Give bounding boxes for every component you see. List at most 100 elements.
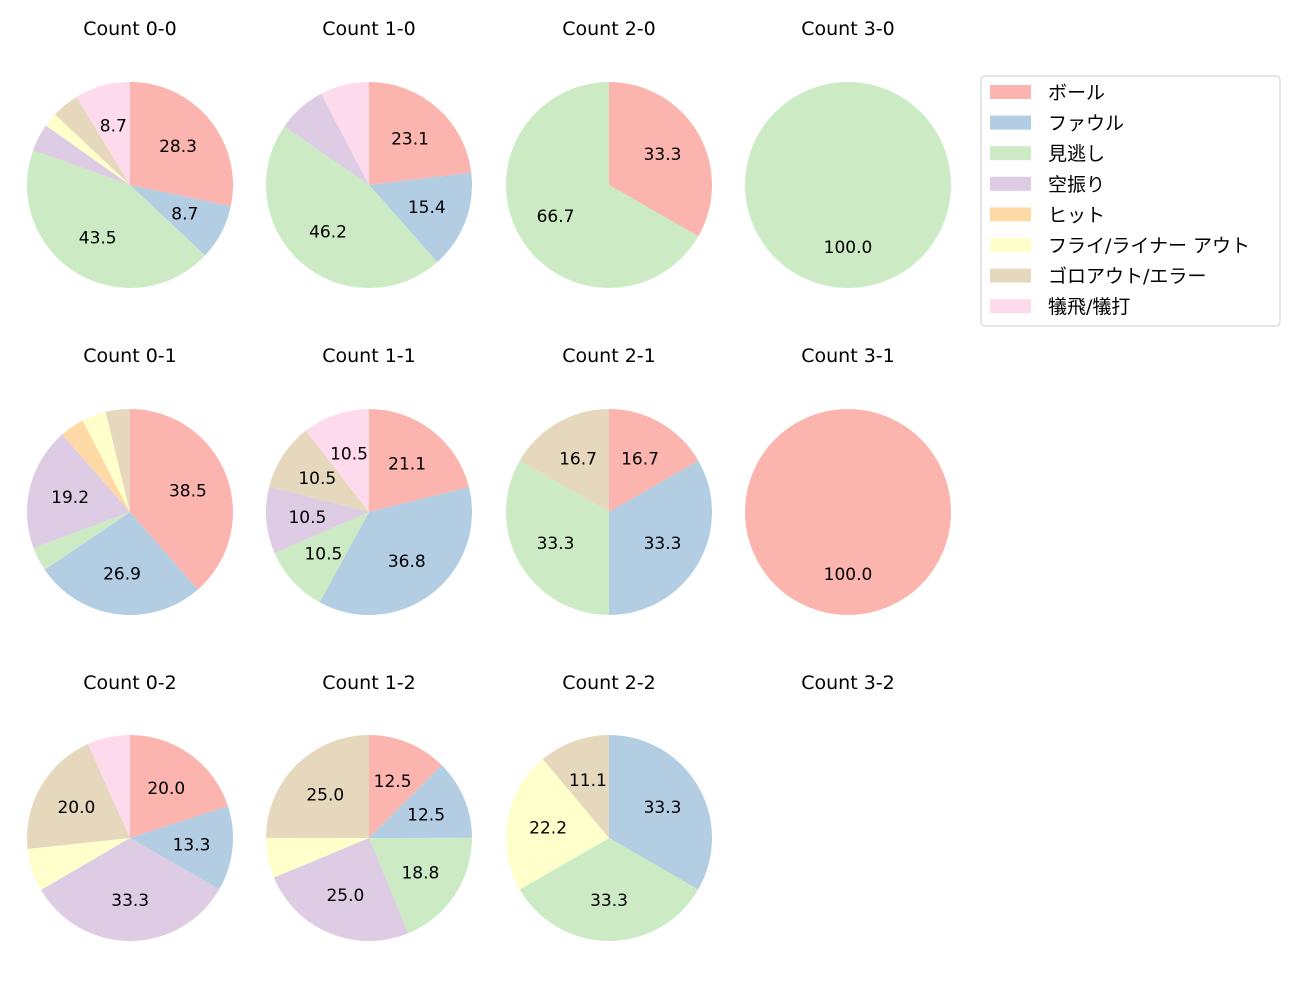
legend-swatch (990, 238, 1031, 252)
pie-slice (369, 82, 472, 185)
pie-slice-label: 25.0 (326, 886, 364, 906)
pie-slice (745, 409, 951, 615)
pie-slice-label: 38.5 (169, 481, 207, 501)
pie-slice (284, 93, 369, 185)
pie-slice (45, 114, 130, 185)
pie-slice-label: 33.3 (537, 534, 575, 554)
pie-count-1-2: Count 1-2 12.5 12.5 18.8 25.0 25.0 (265, 672, 473, 942)
pie-slice (269, 430, 369, 512)
pie-slice (273, 838, 409, 942)
legend-label: 見逃し (1048, 143, 1105, 165)
pie-slice-label: 18.8 (401, 863, 439, 883)
legend-swatch (990, 115, 1031, 130)
pie-slice (265, 126, 438, 289)
pie-count-1-0: Count 1-0 23.1 15.4 46.2 (265, 18, 473, 289)
pie-slice-label: 33.3 (644, 798, 682, 818)
legend-swatch (990, 146, 1031, 161)
pie-title: Count 3-2 (801, 672, 895, 694)
pie-slice (369, 409, 469, 512)
pie-slice (76, 82, 130, 185)
pie-count-1-1: Count 1-1 21.1 36.8 10.5 10.5 10.5 10.5 (265, 345, 473, 616)
pie-count-2-0: Count 2-0 33.3 66.7 (506, 18, 712, 288)
pie-slice-label: 10.5 (330, 445, 368, 465)
pie-slice-label: 11.1 (569, 771, 607, 791)
pie-slice-label: 33.3 (644, 145, 682, 165)
pie-title: Count 1-2 (322, 672, 416, 694)
pie-slice-label: 36.8 (388, 552, 426, 572)
legend-label: 犠飛/犠打 (1048, 296, 1130, 318)
pie-slice-label: 33.3 (644, 534, 682, 554)
pie-count-2-2: Count 2-2 33.3 33.3 22.2 11.1 (506, 672, 712, 941)
legend-label: ヒット (1048, 204, 1105, 226)
pie-slice-label: 33.3 (111, 891, 149, 911)
pie-slice (130, 735, 228, 838)
pie-slice-label: 100.0 (824, 565, 873, 585)
pie-slice (369, 837, 473, 934)
pie-slice-label: 12.5 (374, 772, 412, 792)
pie-slice-label: 19.2 (51, 488, 89, 508)
pie-count-2-1: Count 2-1 16.7 33.3 33.3 16.7 (506, 345, 712, 615)
pie-slice (130, 82, 233, 207)
pie-slice (369, 172, 473, 263)
pie-slice (265, 837, 369, 878)
pie-slice (41, 838, 220, 941)
legend-swatch (990, 268, 1031, 283)
pie-slice (27, 743, 130, 849)
pie-slice (305, 409, 369, 512)
pie-slice-label: 25.0 (306, 785, 344, 805)
pie-count-3-0: Count 3-0 100.0 (745, 18, 951, 288)
pie-slice (369, 735, 442, 838)
legend-swatch (990, 85, 1031, 99)
pie-count-3-1: Count 3-1 100.0 (745, 345, 951, 615)
pie-slice-label: 46.2 (309, 222, 347, 242)
pie-slice (319, 487, 473, 616)
pie-slice (27, 434, 130, 548)
pie-title: Count 2-0 (562, 18, 656, 40)
pie-slice (274, 512, 369, 603)
pie-slice (609, 409, 699, 512)
pie-slice-label: 21.1 (388, 454, 426, 474)
pie-slice (745, 82, 951, 288)
pie-title: Count 2-1 (562, 345, 656, 367)
legend-swatch (990, 207, 1031, 222)
pie-slice-label: 10.5 (298, 469, 336, 489)
pie-slice (105, 409, 130, 512)
pie-slice (33, 125, 131, 185)
pie-slice (506, 759, 609, 890)
pie-slice (44, 512, 198, 615)
pie-slice-label: 16.7 (621, 450, 659, 470)
pie-slice (82, 411, 130, 512)
pie-slice (321, 82, 369, 185)
pie-title: Count 3-0 (801, 18, 895, 40)
pie-slice-label: 100.0 (824, 238, 873, 258)
legend-swatch (990, 176, 1031, 191)
pie-slice-label: 33.3 (590, 891, 628, 911)
pie-count-3-2: Count 3-2 (801, 672, 895, 694)
pie-title: Count 3-1 (801, 345, 895, 367)
legend-label: ゴロアウト/エラー (1048, 266, 1206, 288)
pie-count-0-1: Count 0-1 38.5 26.9 19.2 (27, 345, 233, 615)
pie-title: Count 0-1 (83, 345, 177, 367)
pie-slice (519, 838, 699, 941)
pie-slice-label: 16.7 (559, 450, 597, 470)
legend-label: ファウル (1048, 113, 1124, 135)
pie-slice-label: 43.5 (79, 229, 117, 249)
pie-slice (609, 735, 712, 890)
pie-slice-label: 28.3 (159, 137, 197, 157)
pie-slice-label: 23.1 (391, 130, 429, 150)
pie-slice-label: 8.7 (171, 205, 198, 225)
pie-slice-label: 20.0 (147, 779, 185, 799)
pie-slice (62, 420, 131, 512)
pie-slice (266, 735, 369, 838)
pie-slice-label: 10.5 (288, 508, 326, 528)
pie-slice-label: 26.9 (103, 564, 141, 584)
legend-label: フライ/ライナー アウト (1048, 235, 1250, 257)
pie-slice (130, 185, 231, 256)
pie-slice (369, 765, 472, 838)
pie-slice (27, 838, 131, 890)
pie-slice-label: 20.0 (57, 798, 95, 818)
pie-title: Count 1-0 (322, 18, 416, 40)
pie-slice (54, 97, 130, 185)
